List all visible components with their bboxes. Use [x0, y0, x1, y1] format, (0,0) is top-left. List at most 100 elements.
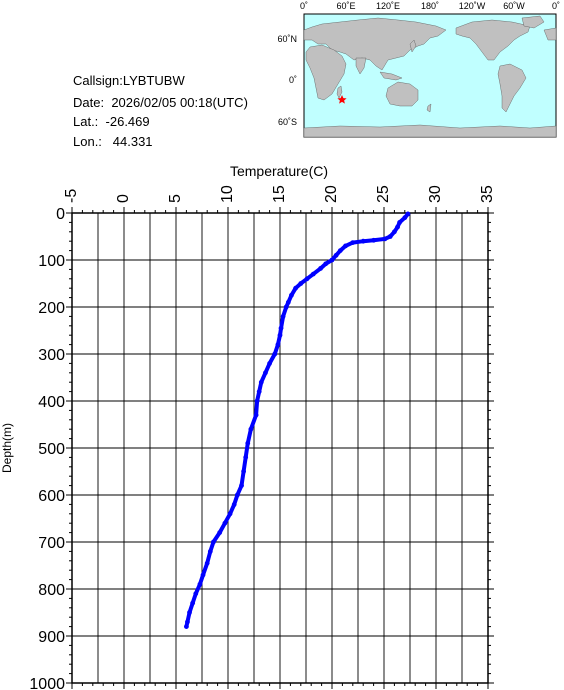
y-tick-label: 500: [38, 441, 65, 458]
map-longitude-labels: 0˚ 60˚E 120˚E 180˚ 120˚W 60˚W 0˚: [300, 1, 560, 11]
data-point: [278, 325, 284, 331]
data-point: [280, 314, 286, 319]
y-tick-label: 1000: [29, 676, 65, 690]
map-lat-label: 60˚S: [278, 117, 297, 127]
data-point: [371, 237, 376, 243]
y-tick-label: 800: [38, 582, 65, 599]
south-america-shape: [497, 63, 527, 113]
data-point: [293, 285, 298, 291]
x-tick-label: 15: [271, 185, 288, 203]
data-point: [272, 351, 278, 357]
data-point: [197, 581, 203, 587]
lat-label: Lat.:: [73, 114, 99, 129]
western-europe-shape: [543, 27, 557, 41]
callsign-value: LYBTUBW: [122, 73, 185, 88]
x-tick-label: 30: [427, 185, 444, 203]
x-tick-label: 20: [323, 185, 340, 203]
map-lon-label: 0˚: [300, 1, 308, 11]
map-lon-label: 120˚W: [459, 1, 486, 11]
data-point: [289, 292, 294, 298]
data-point: [184, 624, 189, 629]
map-latitude-labels: 60˚N 0˚ 60˚S: [277, 34, 297, 127]
x-axis-label: Temperature(C): [230, 163, 328, 179]
data-point: [207, 549, 213, 554]
data-point: [392, 229, 397, 235]
data-point: [402, 215, 408, 221]
date-value: 2026/02/05 00:18(UTC): [111, 95, 248, 110]
data-point: [387, 234, 393, 239]
map-lon-label: 180˚: [421, 1, 439, 11]
data-point: [323, 261, 329, 267]
greenland-shape: [521, 15, 545, 29]
y-tick-label: 700: [38, 535, 65, 552]
antarctica-shape: [303, 124, 557, 138]
data-point: [283, 304, 289, 310]
x-tick-label: 10: [219, 185, 236, 203]
data-point: [395, 224, 400, 230]
lon-label: Lon.:: [73, 134, 102, 149]
data-point: [275, 342, 281, 347]
y-tick-label: 400: [38, 394, 65, 411]
lat-value: -26.469: [105, 114, 150, 129]
data-point: [329, 257, 335, 263]
data-point: [267, 361, 272, 366]
x-tick-label: 35: [479, 185, 496, 203]
data-point: [298, 281, 304, 286]
data-point: [245, 440, 251, 446]
map-lon-label: 120˚E: [376, 1, 400, 11]
data-point: [254, 398, 260, 404]
y-tick-label: 600: [38, 488, 65, 505]
series-group: [184, 211, 411, 629]
australia-shape: [385, 81, 419, 107]
data-point: [241, 469, 247, 474]
y-tick-label: 300: [38, 347, 65, 364]
africa-shape: [305, 44, 347, 101]
y-tick-label: 200: [38, 300, 65, 317]
data-point: [193, 591, 199, 597]
data-point: [231, 502, 237, 507]
data-point: [200, 572, 206, 578]
data-point: [248, 426, 254, 432]
north-america-shape: [455, 19, 531, 61]
callsign-label: Callsign:: [73, 73, 123, 88]
callsign-line: Callsign:LYBTUBW: [73, 73, 185, 88]
lon-line: Lon.: 44.331: [73, 134, 153, 149]
y-tick-labels: 0 100 200 300 400 500 600 700 800 900 1000: [29, 206, 65, 690]
lat-line: Lat.: -26.469: [73, 114, 150, 129]
lon-value: 44.331: [112, 134, 153, 149]
profile-chart: -5 0 5 10 15 20 25 30 35 0 100 200 300 400 500 600 700 8…: [0, 163, 496, 690]
data-point: [256, 389, 262, 394]
madagascar-shape: [336, 85, 343, 99]
map-lon-label: 60˚E: [336, 1, 355, 11]
date-label: Date:: [73, 95, 105, 110]
data-point: [258, 379, 264, 385]
data-point: [243, 455, 249, 460]
data-point: [318, 266, 323, 271]
new-zealand-shape: [426, 103, 432, 113]
data-point: [211, 539, 216, 545]
location-star-icon: [337, 95, 347, 104]
y-tick-label: 0: [56, 206, 65, 223]
indonesia-shape: [379, 71, 403, 81]
data-point: [333, 252, 339, 258]
x-tick-label: 25: [375, 185, 392, 203]
data-point: [217, 530, 223, 535]
temperature-profile-line: [184, 211, 410, 629]
data-point: [185, 619, 190, 625]
map-land: [303, 15, 557, 138]
x-tick-label: 5: [167, 194, 184, 203]
data-point: [187, 610, 192, 615]
map-lon-label: 60˚W: [503, 1, 525, 11]
data-point: [277, 332, 283, 338]
japan-shape: [409, 39, 417, 53]
map-lat-label: 0˚: [289, 75, 297, 85]
x-tick-labels: -5 0 5 10 15 20 25 30 35: [63, 185, 496, 203]
y-tick-label: 900: [38, 629, 65, 646]
data-point: [234, 492, 240, 498]
map-lon-label: 0˚: [552, 1, 560, 11]
data-point: [285, 299, 291, 305]
data-point: [397, 220, 402, 225]
x-tick-label: -5: [63, 189, 80, 203]
india-shape: [355, 57, 367, 75]
